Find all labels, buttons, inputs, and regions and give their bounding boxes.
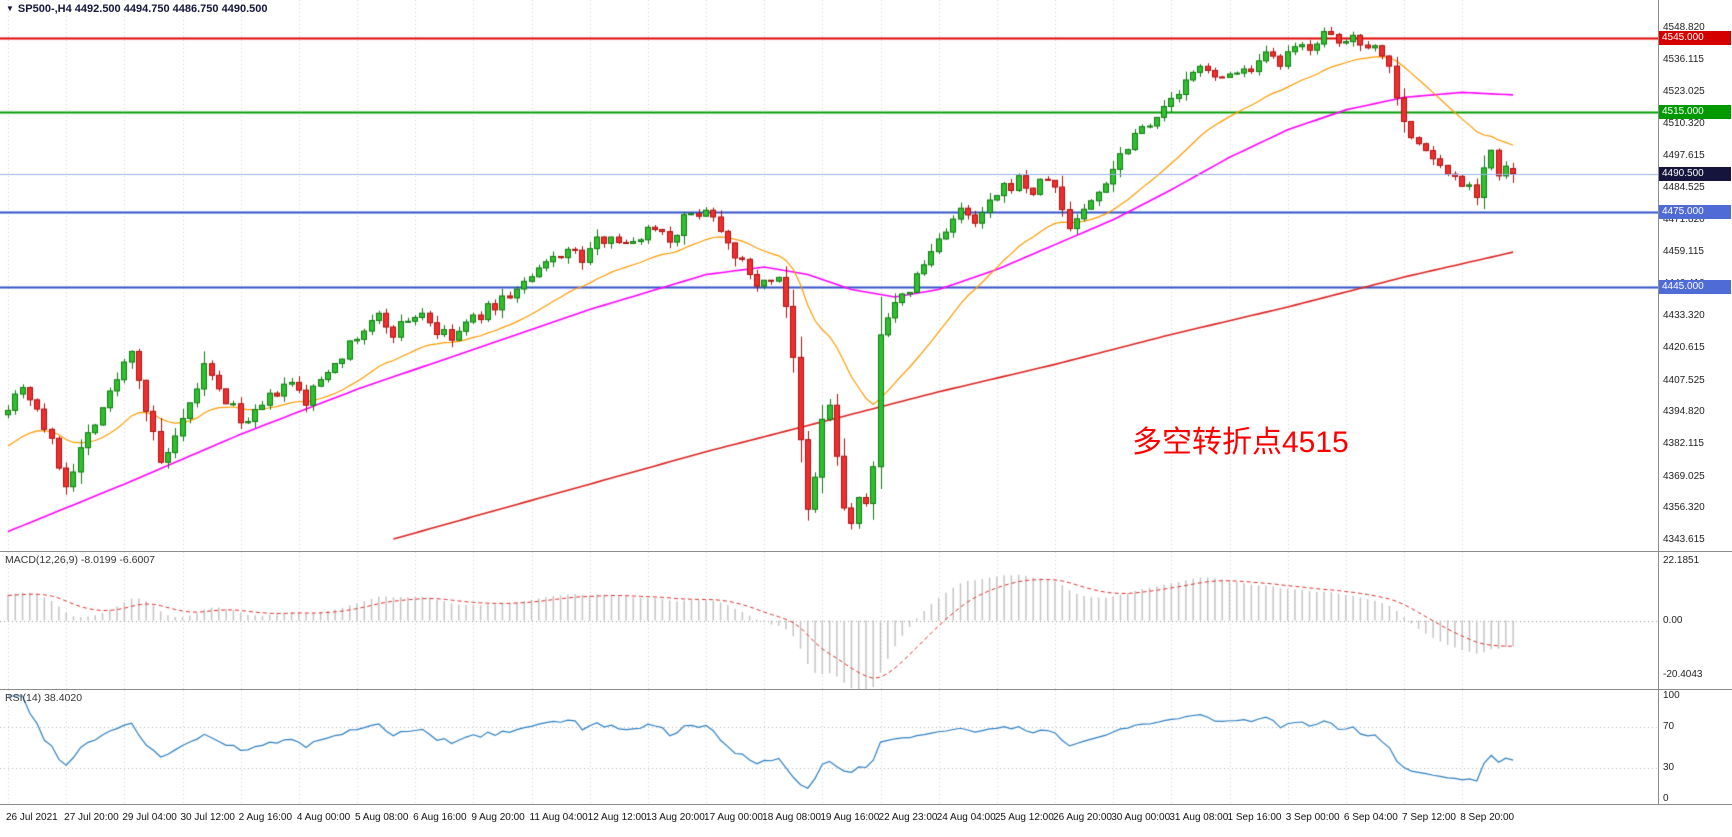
scale-label: 30 (1663, 762, 1675, 774)
price-panel: ▼ SP500-,H4 4492.500 4494.750 4486.750 44… (0, 0, 1732, 552)
price-badge: 4545.000 (1659, 30, 1731, 45)
time-label: 7 Sep 12:00 (1402, 812, 1456, 823)
macd-panel: MACD(12,26,9) -8.0199 -6.6007 22.1851 0.0… (0, 552, 1732, 690)
time-label: 29 Jul 04:00 (122, 812, 177, 823)
price-badge: 4445.000 (1659, 280, 1731, 295)
scale-label: 0 (1663, 793, 1669, 804)
time-label: 1 Sep 16:00 (1227, 812, 1282, 823)
time-label: 31 Aug 08:00 (1169, 812, 1229, 823)
time-label: 18 Aug 08:00 (762, 812, 822, 823)
time-label: 22 Aug 23:00 (878, 812, 938, 823)
rsi-chart-canvas[interactable] (0, 690, 1658, 804)
price-scale[interactable]: 4548.820 4536.115 4523.025 4510.320 4497.615… (1658, 0, 1732, 551)
scale-label: 4369.025 (1663, 470, 1705, 482)
rsi-indicator-label: RSI(14) 38.4020 (5, 692, 83, 704)
scale-label: 4407.525 (1663, 374, 1705, 386)
scale-label: -20.4043 (1663, 669, 1703, 681)
price-badge: 4475.000 (1659, 205, 1731, 220)
time-label: 26 Aug 20:00 (1053, 812, 1112, 823)
time-label: 8 Sep 20:00 (1460, 812, 1515, 823)
scale-label: 4510.320 (1663, 118, 1705, 130)
time-label: 17 Aug 00:00 (704, 812, 763, 823)
time-label: 12 Aug 12:00 (587, 812, 647, 823)
scale-label: 4433.320 (1663, 310, 1705, 322)
time-label: 5 Aug 08:00 (355, 812, 409, 823)
time-label: 6 Sep 04:00 (1343, 812, 1398, 823)
symbol-marker-icon: ▼ (6, 4, 14, 13)
scale-label: 70 (1663, 720, 1675, 732)
time-label: 11 Aug 04:00 (529, 812, 588, 823)
price-badge: 4515.000 (1659, 105, 1731, 120)
price-chart-canvas[interactable] (0, 0, 1658, 551)
scale-label: 4523.025 (1663, 86, 1705, 98)
time-label: 3 Sep 00:00 (1285, 812, 1340, 823)
scale-label: 4471.820 (1663, 214, 1705, 226)
macd-chart-canvas[interactable] (0, 552, 1658, 689)
time-label: 30 Aug 00:00 (1111, 812, 1171, 823)
scale-label: 4548.820 (1663, 22, 1705, 33)
chart-symbol-title: ▼ SP500-,H4 4492.500 4494.750 4486.750 44… (6, 3, 267, 15)
scale-label: 4484.525 (1663, 182, 1705, 194)
scale-label: 4497.615 (1663, 149, 1705, 161)
rsi-panel: RSI(14) 38.4020 100 70 30 0 (0, 690, 1732, 805)
scale-label: 4536.115 (1663, 53, 1704, 65)
time-axis[interactable]: 26 Jul 2021 27 Jul 20:00 29 Jul 04:00 30 Ju… (0, 805, 1732, 837)
symbol-ohlc-text: SP500-,H4 4492.500 4494.750 4486.750 449… (17, 3, 268, 15)
time-label: 9 Aug 20:00 (471, 812, 525, 823)
scale-label: 4382.115 (1663, 437, 1704, 449)
time-label: 4 Aug 00:00 (296, 812, 351, 823)
scale-label: 4420.615 (1663, 341, 1705, 353)
macd-indicator-label: MACD(12,26,9) -8.0199 -6.6007 (5, 554, 155, 566)
rsi-scale[interactable]: 100 70 30 0 (1658, 690, 1732, 804)
scale-label: 22.1851 (1663, 554, 1700, 566)
time-label: 25 Aug 12:00 (994, 812, 1054, 823)
time-label: 26 Jul 2021 (6, 812, 58, 823)
time-label: 13 Aug 20:00 (645, 812, 705, 823)
time-label: 30 Jul 12:00 (180, 812, 236, 823)
time-label: 2 Aug 16:00 (238, 812, 293, 823)
scale-label: 4394.820 (1663, 406, 1705, 418)
macd-scale[interactable]: 22.1851 0.00 -20.4043 (1658, 552, 1732, 689)
time-label: 6 Aug 16:00 (413, 812, 467, 823)
time-label: 27 Jul 20:00 (64, 812, 119, 823)
scale-label: 4356.320 (1663, 502, 1705, 514)
scale-label: 4459.115 (1663, 245, 1704, 257)
price-badge: 4490.500 (1659, 166, 1731, 181)
scale-label: 0.00 (1663, 614, 1683, 626)
scale-label: 100 (1663, 690, 1680, 701)
scale-label: 4343.615 (1663, 534, 1705, 545)
time-label: 19 Aug 16:00 (820, 812, 880, 823)
time-label: 24 Aug 04:00 (936, 812, 996, 823)
